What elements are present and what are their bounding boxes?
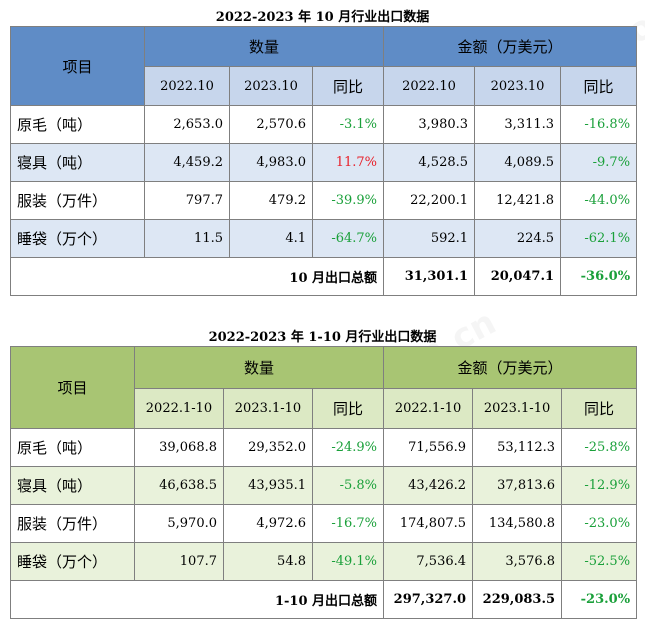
cell: 229,083.5 [472,580,563,619]
table-row: 睡袋（万个） 107.7 54.8 -49.1% 7,536.4 3,576.8… [10,542,638,581]
total-row: 1-10 月出口总额 297,327.0 229,083.5 -23.0% [9,580,638,619]
cell: 43,935.1 [223,466,313,505]
cell: -23.0% [561,504,638,543]
cell: 797.7 [144,181,230,220]
table-row: 寝具（吨） 4,459.2 4,983.0 11.7% 4,528.5 4,08… [10,143,638,182]
sub-header: 2023.10 [229,66,313,106]
qty-header: 数量 [143,26,385,67]
cell: -23.0% [561,580,638,619]
sub-header: 2022.1-10 [134,388,224,429]
cell: 31,301.1 [383,257,476,296]
sub-header: 同比 [311,388,385,429]
cell: 11.7% [311,143,385,182]
cell: 53,112.3 [472,428,563,467]
row-label: 寝具（吨） [10,143,145,182]
cell: 12,421.8 [474,181,562,220]
sub-header: 2022.10 [383,66,476,106]
cell: 4,972.6 [223,504,313,543]
sub-header: 2022.10 [144,66,230,106]
sub-header: 2022.1-10 [383,388,474,429]
row-label: 睡袋（万个） [10,219,145,258]
item-header: 项目 [10,346,135,429]
cell: 37,813.6 [472,466,563,505]
total-label: 10 月出口总额 [9,257,385,296]
cell: -3.1% [311,105,385,144]
table-row: 原毛（吨） 2,653.0 2,570.6 -3.1% 3,980.3 3,31… [10,105,638,144]
cell: 134,580.8 [472,504,563,543]
table-row: 服装（万件） 797.7 479.2 -39.9% 22,200.1 12,42… [10,181,638,220]
cell: 174,807.5 [383,504,474,543]
cell: 7,536.4 [383,542,474,581]
cell: -24.9% [311,428,385,467]
cell: 29,352.0 [223,428,313,467]
cell: 3,576.8 [472,542,563,581]
table1: 项目 数量 金额（万美元） 2022.10 2023.10 同比 2022.10… [9,26,638,296]
cell: 71,556.9 [383,428,474,467]
cell: 11.5 [144,219,230,258]
cell: 46,638.5 [134,466,224,505]
cell: -62.1% [560,219,638,258]
amt-header: 金额（万美元） [383,346,638,389]
cell: 20,047.1 [474,257,562,296]
cell: 592.1 [383,219,476,258]
cell: 4.1 [229,219,313,258]
cell: -16.7% [311,504,385,543]
total-label: 1-10 月出口总额 [9,580,385,619]
row-label: 寝具（吨） [10,466,135,505]
item-header: 项目 [10,26,145,106]
cell: 479.2 [229,181,313,220]
cell: 3,311.3 [474,105,562,144]
cell: 297,327.0 [383,580,474,619]
cell: -49.1% [311,542,385,581]
row-label: 原毛（吨） [10,428,135,467]
cell: 43,426.2 [383,466,474,505]
sub-header: 同比 [560,66,638,106]
table1-title: 2022-2023 年 10 月行业出口数据 [215,10,430,25]
cell: 22,200.1 [383,181,476,220]
qty-header: 数量 [133,346,385,389]
table-row: 睡袋（万个） 11.5 4.1 -64.7% 592.1 224.5 -62.1… [10,219,638,258]
cell: 5,970.0 [134,504,224,543]
cell: 2,653.0 [144,105,230,144]
cell: -12.9% [561,466,638,505]
cell: -9.7% [560,143,638,182]
table2: 项目 数量 金额（万美元） 2022.1-10 2023.1-10 同比 202… [9,346,638,619]
cell: 4,459.2 [144,143,230,182]
row-label: 服装（万件） [10,181,145,220]
cell: -52.5% [561,542,638,581]
cell: 39,068.8 [134,428,224,467]
sub-header: 同比 [561,388,638,429]
cell: -44.0% [560,181,638,220]
cell: -25.8% [561,428,638,467]
cell: 4,089.5 [474,143,562,182]
table-row: 原毛（吨） 39,068.8 29,352.0 -24.9% 71,556.9 … [10,428,638,467]
row-label: 睡袋（万个） [10,542,135,581]
cell: 2,570.6 [229,105,313,144]
sub-header: 2023.1-10 [472,388,563,429]
cell: 54.8 [223,542,313,581]
cell: -64.7% [311,219,385,258]
row-label: 服装（万件） [10,504,135,543]
sub-header: 同比 [311,66,385,106]
cell: 3,980.3 [383,105,476,144]
total-row: 10 月出口总额 31,301.1 20,047.1 -36.0% [9,257,638,296]
cell: 4,983.0 [229,143,313,182]
row-label: 原毛（吨） [10,105,145,144]
table2-title: 2022-2023 年 1-10 月行业出口数据 [208,330,437,345]
cell: -5.8% [311,466,385,505]
cell: 224.5 [474,219,562,258]
sub-header: 2023.1-10 [223,388,313,429]
table-row: 服装（万件） 5,970.0 4,972.6 -16.7% 174,807.5 … [10,504,638,543]
cell: 4,528.5 [383,143,476,182]
sub-header: 2023.10 [474,66,562,106]
cell: -36.0% [560,257,638,296]
cell: -16.8% [560,105,638,144]
cell: 107.7 [134,542,224,581]
amt-header: 金额（万美元） [383,26,638,67]
cell: -39.9% [311,181,385,220]
table-row: 寝具（吨） 46,638.5 43,935.1 -5.8% 43,426.2 3… [10,466,638,505]
